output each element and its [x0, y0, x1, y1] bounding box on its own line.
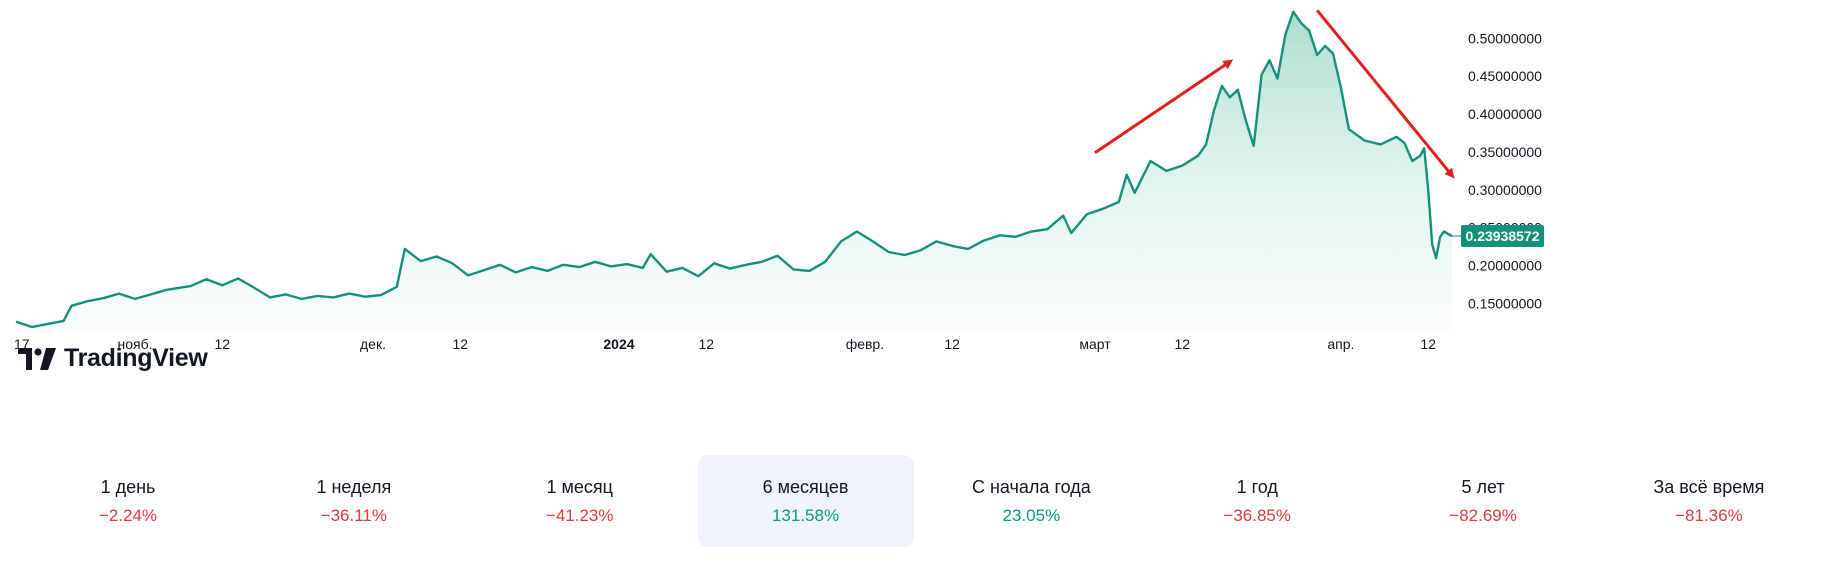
y-tick-label: 0.50000000	[1468, 30, 1542, 46]
x-axis: 17 нояб. 12 дек. 12 2024 12 февр. 12 март 12 апр. 12	[14, 336, 1436, 352]
period-6[interactable]: 5 лет −82.69%	[1375, 455, 1591, 547]
up-arrow-annotation	[1094, 59, 1234, 154]
period-change: −36.11%	[320, 505, 387, 525]
period-change: −81.36%	[1675, 505, 1743, 525]
x-tick-label: апр.	[1327, 336, 1354, 352]
x-tick-label: нояб.	[117, 336, 152, 352]
period-change: −41.23%	[545, 505, 614, 525]
x-tick-label: дек.	[360, 336, 386, 352]
period-2[interactable]: 1 месяц −41.23%	[472, 455, 688, 547]
price-area	[16, 11, 1452, 331]
current-price-label: 0.23938572	[1466, 228, 1540, 244]
annotation-arrows	[1094, 9, 1455, 179]
period-label: 6 месяцев	[762, 476, 849, 497]
y-tick-label: 0.30000000	[1468, 182, 1542, 198]
period-7[interactable]: За всё время −81.36%	[1601, 455, 1817, 547]
y-tick-label: 0.35000000	[1468, 144, 1542, 160]
period-change: 131.58%	[771, 505, 840, 525]
period-change: −36.85%	[1223, 505, 1292, 525]
y-axis: 0.50000000 0.45000000 0.40000000 0.35000000…	[1468, 30, 1542, 311]
tradingview-logo-icon	[18, 347, 56, 370]
logo-text: TradingView	[64, 344, 208, 372]
x-tick-label: март	[1079, 336, 1111, 352]
area-layer	[15, 10, 1453, 331]
period-label: 5 лет	[1461, 476, 1505, 497]
period-label: 1 день	[100, 476, 156, 497]
x-tick-label: 12	[1420, 336, 1436, 352]
period-label: С начала года	[971, 476, 1091, 497]
x-tick-label: 2024	[603, 336, 634, 352]
x-tick-label: 12	[698, 336, 714, 352]
period-1[interactable]: 1 неделя −36.11%	[246, 455, 462, 547]
period-4[interactable]: С начала года 23.05%	[923, 455, 1139, 547]
price-chart[interactable]: 0.50000000 0.45000000 0.40000000 0.35000000…	[0, 0, 1837, 440]
y-tick-label: 0.45000000	[1468, 68, 1542, 84]
period-change: −2.24%	[98, 505, 158, 525]
period-label: 1 неделя	[316, 476, 392, 497]
period-label: 1 год	[1236, 476, 1278, 497]
current-price-tag: 0.23938572	[1452, 225, 1544, 248]
x-tick-label: 12	[944, 336, 960, 352]
down-arrow-annotation	[1315, 9, 1455, 179]
period-label: За всё время	[1653, 476, 1765, 497]
period-change: 23.05%	[1002, 505, 1061, 525]
x-tick-label: 12	[214, 336, 230, 352]
tradingview-logo: TradingView	[18, 344, 208, 373]
y-tick-label: 0.40000000	[1468, 106, 1542, 122]
period-label: 1 месяц	[546, 476, 613, 497]
y-tick-label: 0.20000000	[1468, 258, 1542, 274]
period-change: −82.69%	[1449, 505, 1517, 525]
x-tick-label: 12	[1174, 336, 1190, 352]
price-tag-box	[1461, 225, 1544, 248]
x-tick-label: 12	[452, 336, 468, 352]
period-3[interactable]: 6 месяцев 131.58%	[697, 455, 914, 547]
y-tick-label: 0.15000000	[1468, 295, 1542, 311]
x-tick-label: февр.	[846, 336, 884, 352]
period-selector: 1 день −2.24% 1 неделя −36.11% 1 месяц −41.23…	[0, 455, 1837, 547]
period-0[interactable]: 1 день −2.24%	[20, 455, 236, 547]
price-line	[15, 10, 1453, 329]
period-5[interactable]: 1 год −36.85%	[1149, 455, 1365, 547]
